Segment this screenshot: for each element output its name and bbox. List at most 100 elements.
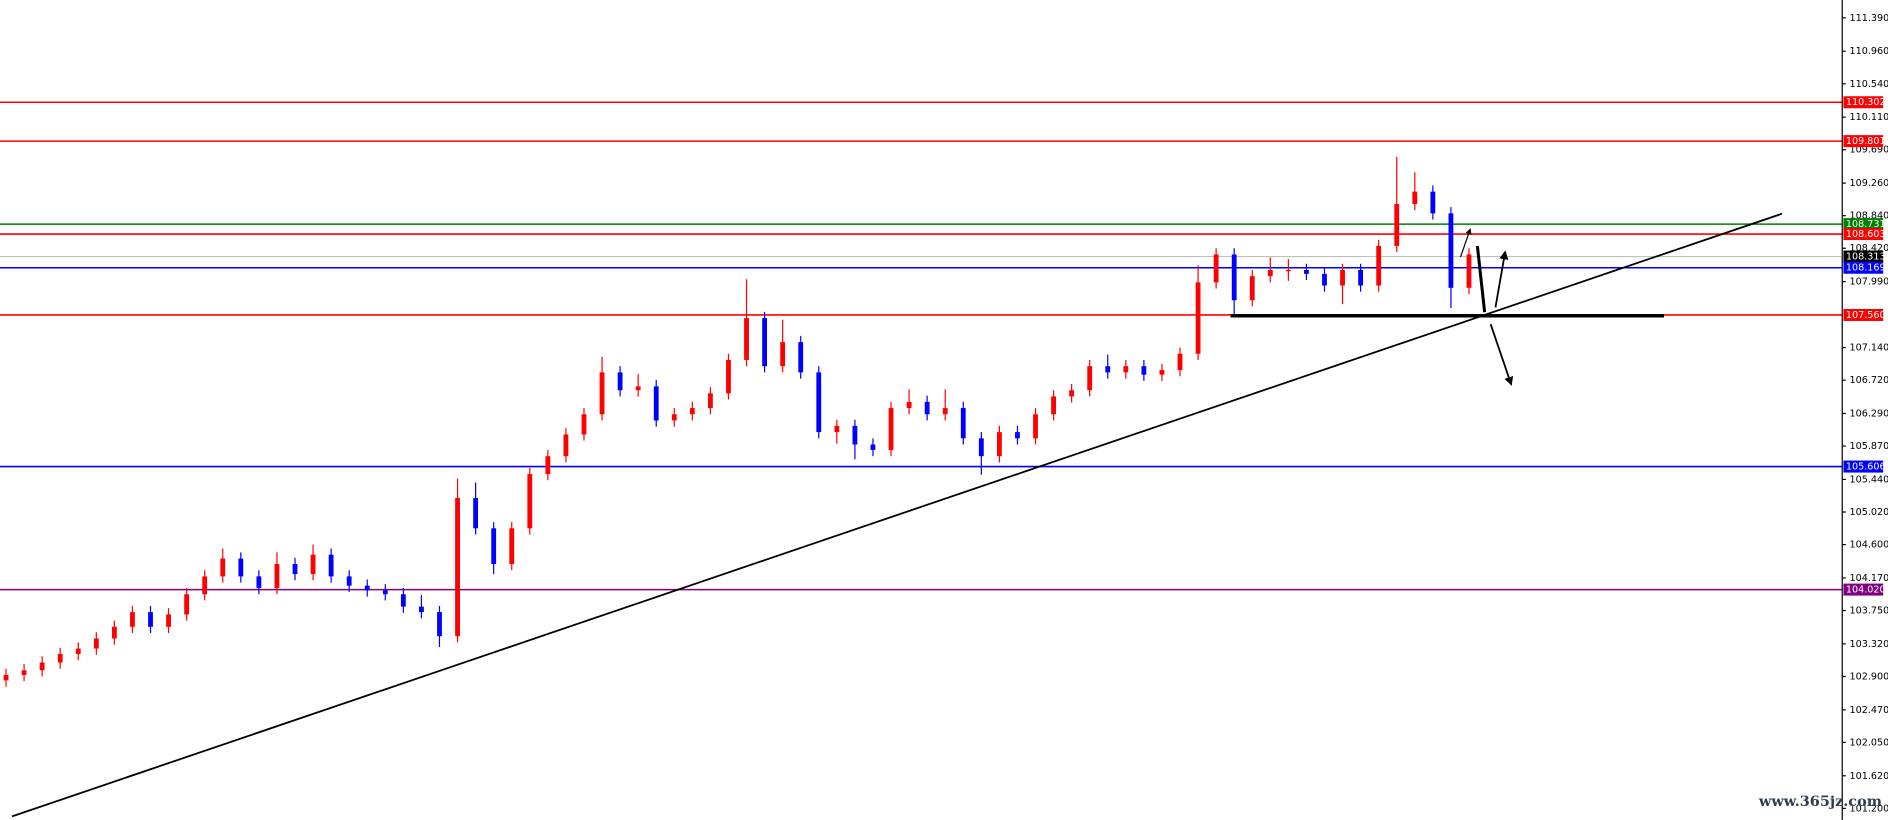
candle-body [888,408,894,450]
candle-body [1087,366,1093,391]
level-label-box [1843,308,1884,321]
y-tick-label: 104.600 [1849,540,1888,551]
candle-body [1304,269,1309,274]
candle-body [220,558,226,577]
level-label-box [1843,135,1884,148]
candle-body [960,408,966,439]
candle-body [924,401,930,415]
candle-body [238,558,244,577]
candle-body [1105,366,1111,373]
y-tick-label: 106.290 [1849,408,1888,419]
level-label: 108.731 [1846,219,1886,230]
candle-body [130,612,135,627]
level-label-box [1843,261,1884,274]
candles [3,156,1472,687]
level-label: 107.560 [1846,310,1886,321]
candle-body [148,612,153,627]
level-label: 108.313 [1846,252,1886,263]
level-label: 109.801 [1846,136,1886,147]
drawings [11,212,1783,818]
candle-body [1249,276,1255,301]
candle-body [328,554,334,577]
y-tick-label: 108.840 [1849,211,1888,222]
candle-body [635,386,641,391]
candle-body [1358,269,1364,286]
candle-body [382,590,388,595]
candle-body [1394,204,1400,246]
candle-body [1159,370,1165,375]
y-tick-label: 107.990 [1849,277,1888,288]
level-label: 105.606 [1846,462,1886,473]
level-label: 110.302 [1846,97,1886,108]
candle-body [1322,273,1327,286]
candle-body [57,653,63,663]
arrow [1475,245,1487,313]
candle-body [708,393,713,409]
candle-body [1412,191,1418,205]
level-label: 108.603 [1846,229,1886,240]
y-tick-label: 102.470 [1849,705,1888,716]
y-tick-label: 105.440 [1849,474,1888,485]
level-label-box [1843,228,1884,241]
y-tick-label: 102.900 [1849,671,1888,682]
level-label-box [1843,460,1884,473]
candle-body [1340,269,1345,286]
candle-body [1285,269,1291,272]
candle-body [906,401,912,409]
candle-body [798,342,804,373]
candle-body [563,434,569,457]
arrow [1494,250,1509,308]
y-tick-label: 109.690 [1849,145,1888,156]
y-tick-label: 103.320 [1849,639,1888,650]
candle-body [166,614,171,627]
candle-body [184,594,190,615]
candle-body [93,638,99,649]
y-tick-label: 111.390 [1849,13,1888,24]
watermark: www.365jz.com [1758,793,1882,810]
y-tick-label: 106.720 [1849,375,1888,386]
candle-body [202,576,208,595]
y-tick-label: 104.170 [1849,573,1888,584]
candle-body [455,498,460,637]
candle-body [780,342,786,367]
level-label-box [1843,96,1884,109]
candle-body [581,414,587,435]
y-tick-label: 107.140 [1849,343,1888,354]
y-tick-label: 103.750 [1849,606,1888,617]
candle-body [364,585,370,591]
y-tick-label: 102.050 [1849,737,1888,748]
level-label-box [1843,583,1884,596]
candle-body [491,528,497,564]
candle-body [509,528,515,564]
candle-body [310,554,316,575]
level-label: 108.169 [1846,263,1886,274]
candle-body [726,359,731,394]
level-label: 104.020 [1846,585,1886,596]
candle-body [1231,254,1237,301]
level-label-box [1843,250,1884,263]
candle-body [346,576,352,586]
candle-body [1015,432,1020,439]
candle-body [1069,390,1075,397]
candle-body [978,438,984,457]
candle-body [292,563,298,575]
candle-body [39,662,45,671]
price-axis: 111.390 110.960 110.540 110.110 109.690 109.2… [1841,0,1888,820]
candle-body [527,474,533,529]
candle-body [419,606,424,613]
y-tick-label: 110.960 [1849,46,1888,57]
candle-body [1448,213,1454,288]
candle-body [21,670,27,675]
y-tick-label: 109.260 [1849,178,1888,189]
candle-body [870,444,876,450]
candle-body [400,594,406,607]
candle-body [689,408,695,415]
candle-body [545,456,551,475]
candle-body [1195,282,1201,354]
level-label-box [1843,218,1884,231]
candle-body [1430,191,1436,214]
candle-body [1123,366,1129,373]
candle-body [996,432,1002,457]
candle-body [744,318,749,360]
